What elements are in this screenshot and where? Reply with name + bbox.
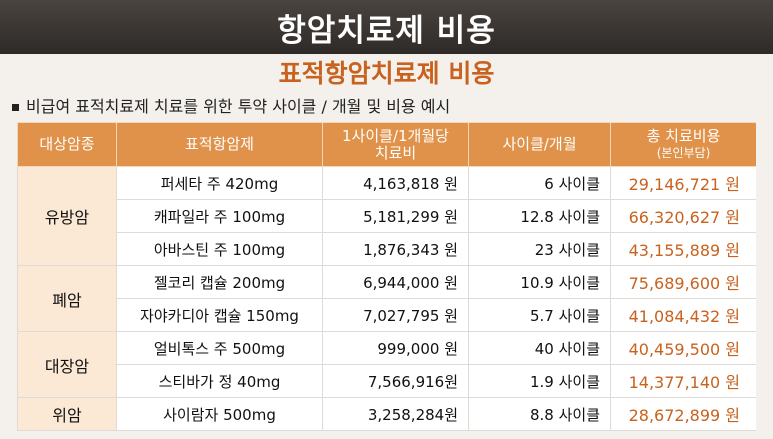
cost-table: 대상암종 표적항암제 1사이클/1개월당 치료비 사이클/개월 총 치료비용 (…: [17, 122, 756, 431]
cost-cell: 7,027,795 원: [322, 298, 469, 332]
drug-cell: 얼비톡스 주 500mg: [116, 331, 323, 365]
cost-cell: 7,566,916원: [322, 364, 469, 398]
drug-cell: 캐파일라 주 100mg: [116, 199, 323, 233]
header-drug: 표적항암제: [116, 122, 323, 167]
cost-cell: 999,000 원: [322, 331, 469, 365]
table-row: 폐암 젤코리 캡슐 200mg 6,944,000 원 10.9 사이클 75,689,…: [17, 265, 756, 332]
header-cycle: 사이클/개월: [468, 122, 611, 167]
cycle-cell: 8.8 사이클: [468, 397, 611, 431]
drug-cell: 퍼세타 주 420mg: [116, 166, 323, 200]
cost-cell: 5,181,299 원: [322, 199, 469, 233]
table-row: 아바스틴 주 100mg 1,876,343 원 23 사이클 43,155,889 …: [18, 232, 756, 266]
header-cost-line1: 1사이클/1개월당: [342, 126, 449, 145]
cycle-cell: 12.8 사이클: [468, 199, 611, 233]
note-line: 비급여 표적치료제 치료를 위한 투약 사이클 / 개월 및 비용 예시: [12, 95, 450, 119]
cycle-cell: 23 사이클: [468, 232, 611, 266]
table-row: 자야카디아 캡슐 150mg 7,027,795 원 5.7 사이클 41,084,4…: [18, 298, 756, 332]
cancer-type-cell: 대장암: [17, 331, 117, 398]
cost-cell: 6,944,000 원: [322, 265, 469, 299]
cost-cell: 1,876,343 원: [322, 232, 469, 266]
total-cost-cell: 40,459,500 원: [610, 331, 756, 365]
cycle-cell: 10.9 사이클: [468, 265, 611, 299]
cancer-type-cell: 위암: [17, 397, 117, 431]
cycle-cell: 40 사이클: [468, 331, 611, 365]
header-cancer: 대상암종: [17, 122, 117, 167]
table-row: 대장암 얼비톡스 주 500mg 999,000 원 40 사이클 40,459,500…: [17, 331, 756, 398]
header-total-line2: (본인부담): [656, 145, 711, 160]
drug-cell: 사이람자 500mg: [116, 397, 323, 431]
cancer-type-cell: 폐암: [17, 265, 117, 332]
table-row: 위암 사이람자 500mg 3,258,284원 8.8 사이클 28,672,899 …: [17, 397, 756, 431]
total-cost-cell: 66,320,627 원: [610, 199, 756, 233]
header-cost: 1사이클/1개월당 치료비: [322, 122, 469, 167]
cost-cell: 4,163,818 원: [322, 166, 469, 200]
drug-cell: 스티바가 정 40mg: [116, 364, 323, 398]
total-cost-cell: 43,155,889 원: [610, 232, 756, 266]
cycle-cell: 1.9 사이클: [468, 364, 611, 398]
drug-cell: 젤코리 캡슐 200mg: [116, 265, 323, 299]
total-cost-cell: 14,377,140 원: [610, 364, 756, 398]
cost-cell: 3,258,284원: [322, 397, 469, 431]
square-bullet-icon: [12, 103, 19, 111]
header-total-line1: 총 치료비용: [646, 126, 721, 145]
table-row: 캐파일라 주 100mg 5,181,299 원 12.8 사이클 66,320,62…: [18, 199, 756, 233]
cycle-cell: 5.7 사이클: [468, 298, 611, 332]
table-row: 스티바가 정 40mg 7,566,916원 1.9 사이클 14,377,140 원: [18, 364, 756, 398]
drug-cell: 아바스틴 주 100mg: [116, 232, 323, 266]
total-cost-cell: 28,672,899 원: [610, 397, 756, 431]
cycle-cell: 6 사이클: [468, 166, 611, 200]
header-cost-line2: 치료비: [374, 143, 417, 162]
cost-table-container: 대상암종 표적항암제 1사이클/1개월당 치료비 사이클/개월 총 치료비용 (…: [17, 122, 756, 439]
header-total: 총 치료비용 (본인부담): [610, 122, 756, 167]
cancer-type-cell: 유방암: [17, 166, 117, 266]
table-header-row: 대상암종 표적항암제 1사이클/1개월당 치료비 사이클/개월 총 치료비용 (…: [17, 122, 756, 167]
section-subtitle: 표적항암치료제 비용: [278, 59, 495, 88]
total-cost-cell: 75,689,600 원: [610, 265, 756, 299]
total-cost-cell: 29,146,721 원: [610, 166, 756, 200]
header-bar: 항암치료제 비용: [0, 0, 773, 54]
drug-cell: 자야카디아 캡슐 150mg: [116, 298, 323, 332]
note-text: 비급여 표적치료제 치료를 위한 투약 사이클 / 개월 및 비용 예시: [26, 97, 451, 116]
total-cost-cell: 41,084,432 원: [610, 298, 756, 332]
page-title: 항암치료제 비용: [277, 12, 496, 49]
